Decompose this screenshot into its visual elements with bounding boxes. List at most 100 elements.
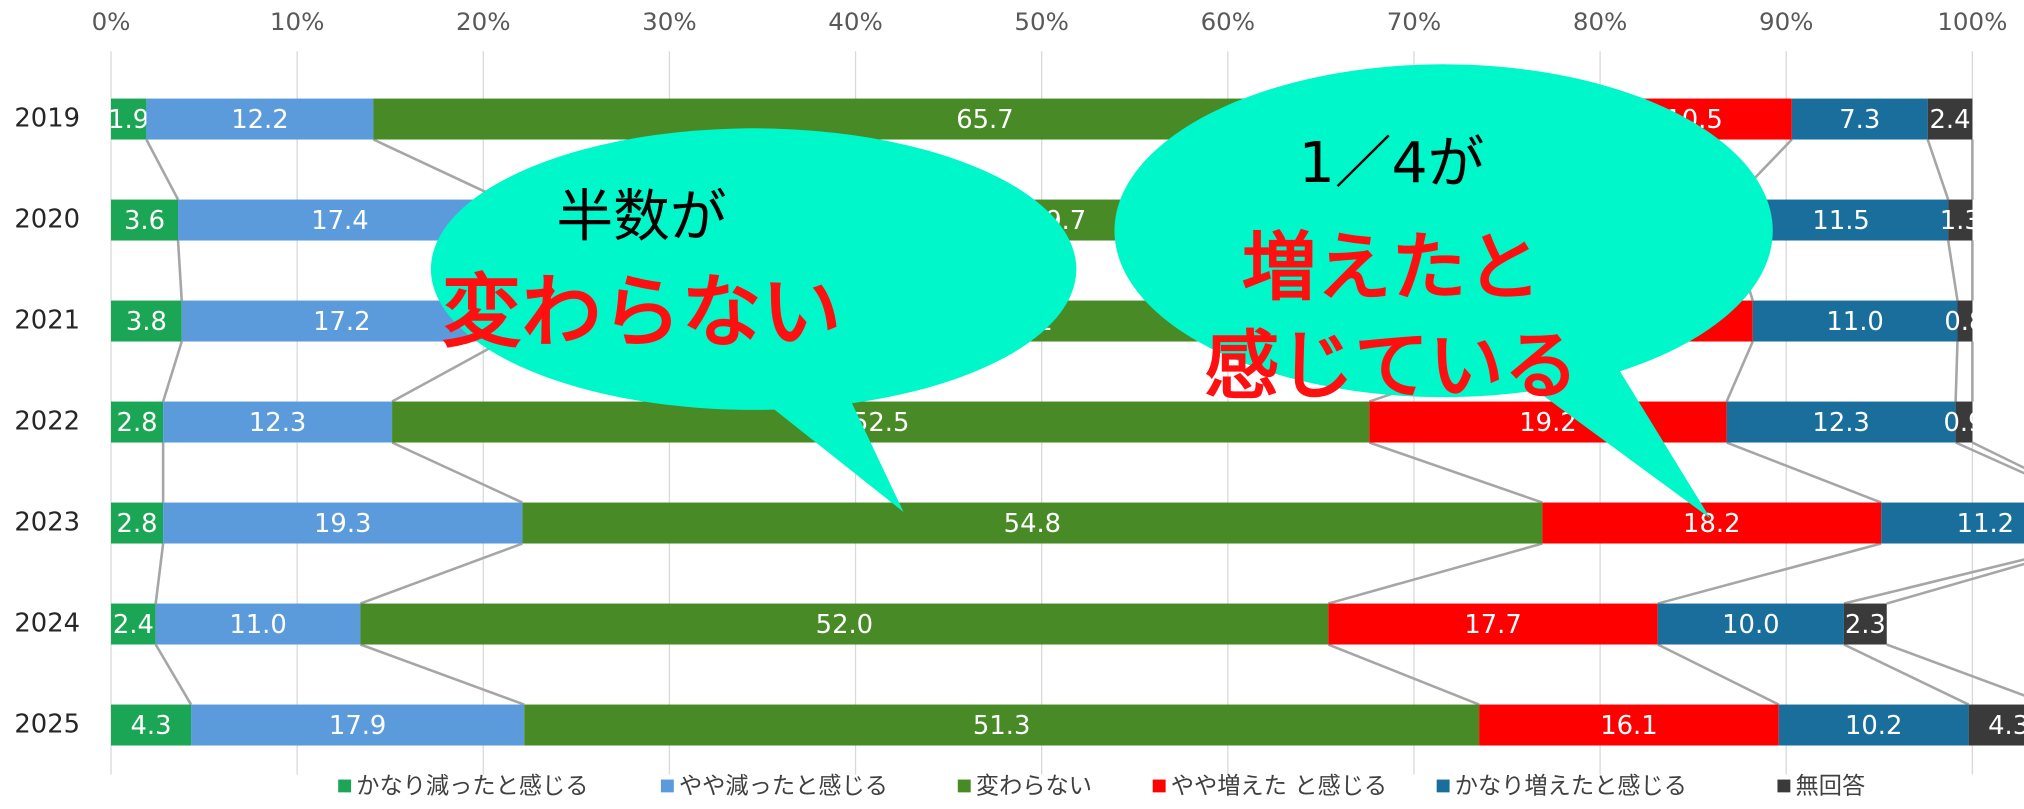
bar-segment bbox=[1479, 704, 1779, 746]
bar-segment bbox=[1657, 603, 1844, 645]
value-label: 2.8 bbox=[117, 509, 158, 539]
x-tick-label: 0% bbox=[92, 7, 131, 36]
x-tick-label: 50% bbox=[1014, 7, 1068, 36]
value-label: 1.3 bbox=[1940, 206, 1981, 236]
connector-line bbox=[1726, 441, 1882, 504]
value-label: 4.3 bbox=[131, 711, 172, 741]
legend-swatch bbox=[660, 779, 674, 793]
legend-label: 無回答 bbox=[1796, 774, 1866, 800]
value-label: 3.6 bbox=[124, 206, 165, 236]
value-label: 12.2 bbox=[231, 105, 288, 135]
bar-segment bbox=[522, 502, 1543, 544]
connector-line bbox=[1926, 139, 1950, 200]
annotation-text: 増えたと bbox=[1242, 224, 1541, 311]
bar-segment bbox=[1957, 300, 1973, 342]
legend-label: やや増えた と感じる bbox=[1171, 774, 1387, 800]
annotation-text: 1／4が bbox=[1299, 131, 1485, 196]
value-label: 19.3 bbox=[314, 509, 371, 539]
legend-label: やや減ったと感じる bbox=[679, 774, 888, 800]
bar-segment bbox=[1927, 98, 1973, 140]
category-label: 2024 bbox=[14, 609, 80, 639]
bar-segment bbox=[111, 300, 182, 342]
bar-segment bbox=[1328, 603, 1658, 645]
bar-segment bbox=[1542, 502, 1882, 544]
x-tick-label: 30% bbox=[642, 7, 696, 36]
value-label: 1.9 bbox=[108, 105, 149, 135]
connector-line bbox=[1368, 441, 1543, 504]
connector-line bbox=[1327, 542, 1543, 605]
value-label: 4.3 bbox=[1988, 711, 2024, 741]
connector-line bbox=[359, 542, 523, 605]
value-label: 17.9 bbox=[329, 711, 386, 741]
bar-segment bbox=[1752, 300, 1958, 342]
value-label: 11.0 bbox=[1826, 307, 1883, 337]
value-label: 2.8 bbox=[117, 408, 158, 438]
connector-line bbox=[1954, 341, 1959, 402]
value-label: 65.7 bbox=[956, 105, 1013, 135]
x-tick-label: 100% bbox=[1937, 7, 2007, 36]
connector-line bbox=[154, 543, 165, 604]
legend-swatch bbox=[1152, 779, 1166, 793]
legend-swatch bbox=[338, 779, 352, 793]
category-label: 2021 bbox=[14, 306, 80, 336]
connector-line bbox=[1725, 341, 1754, 403]
value-label: 0.8 bbox=[1944, 307, 1985, 337]
category-label: 2019 bbox=[14, 104, 80, 134]
connector-line bbox=[391, 441, 523, 504]
connector-line bbox=[161, 341, 183, 402]
bar-segment bbox=[1778, 704, 1969, 746]
value-label: 7.3 bbox=[1839, 105, 1880, 135]
bar-segment bbox=[360, 603, 1329, 645]
annotation-text: 変わらない bbox=[441, 266, 841, 359]
connector-line bbox=[1843, 558, 2024, 605]
connector-line bbox=[359, 643, 525, 706]
legend-swatch bbox=[1436, 779, 1450, 793]
bar-segment bbox=[524, 704, 1480, 746]
value-label: 51.3 bbox=[973, 711, 1030, 741]
annotation-text: 半数が bbox=[556, 185, 726, 250]
category-label: 2025 bbox=[14, 710, 80, 740]
bar-segment bbox=[392, 401, 1370, 443]
grid: 0% 10% 20% 30% 40% 50% 60% 70% 80% 90% 100% bbox=[92, 7, 2007, 775]
x-tick-label: 10% bbox=[270, 7, 324, 36]
callout-bubble bbox=[1114, 64, 1773, 519]
bar-segment bbox=[191, 704, 525, 746]
value-label: 10.0 bbox=[1722, 610, 1779, 640]
bar-segment bbox=[146, 98, 374, 140]
bar-segment bbox=[1843, 603, 1887, 645]
value-label: 17.2 bbox=[313, 307, 370, 337]
value-label: 10.2 bbox=[1845, 711, 1902, 741]
x-tick-label: 80% bbox=[1573, 7, 1627, 36]
bar-segment bbox=[111, 704, 192, 746]
bar-segment bbox=[111, 603, 156, 645]
bar-segment bbox=[1955, 401, 1973, 443]
value-label: 11.0 bbox=[229, 610, 286, 640]
x-tick-label: 90% bbox=[1759, 7, 1813, 36]
connector-line bbox=[1886, 562, 2024, 605]
value-label: 12.3 bbox=[249, 408, 306, 438]
value-label: 0.9 bbox=[1943, 408, 1984, 438]
value-label: 3.8 bbox=[126, 307, 167, 337]
value-label: 2.4 bbox=[1930, 105, 1971, 135]
x-tick-label: 20% bbox=[456, 7, 510, 36]
value-label: 2.4 bbox=[113, 610, 154, 640]
connector-line bbox=[145, 138, 180, 201]
legend-swatch bbox=[957, 779, 971, 793]
legend-label: 変わらない bbox=[976, 774, 1092, 800]
callout-bubble bbox=[430, 128, 1077, 513]
value-label: 54.8 bbox=[1004, 509, 1061, 539]
x-tick-label: 70% bbox=[1387, 7, 1441, 36]
connector-line bbox=[372, 138, 503, 201]
value-label: 12.3 bbox=[1812, 408, 1869, 438]
annotations: 半数が 変わらない 1／4が 増えたと 感じている bbox=[430, 64, 1773, 519]
x-tick-label: 40% bbox=[828, 7, 882, 36]
category-label: 2022 bbox=[14, 407, 80, 437]
bar-segment bbox=[1968, 704, 2024, 746]
legend-swatch bbox=[1777, 779, 1791, 793]
connector-line bbox=[176, 240, 184, 301]
bar-segment bbox=[1948, 199, 1973, 241]
bar-segment bbox=[163, 401, 393, 443]
connector-line bbox=[1843, 643, 1970, 706]
